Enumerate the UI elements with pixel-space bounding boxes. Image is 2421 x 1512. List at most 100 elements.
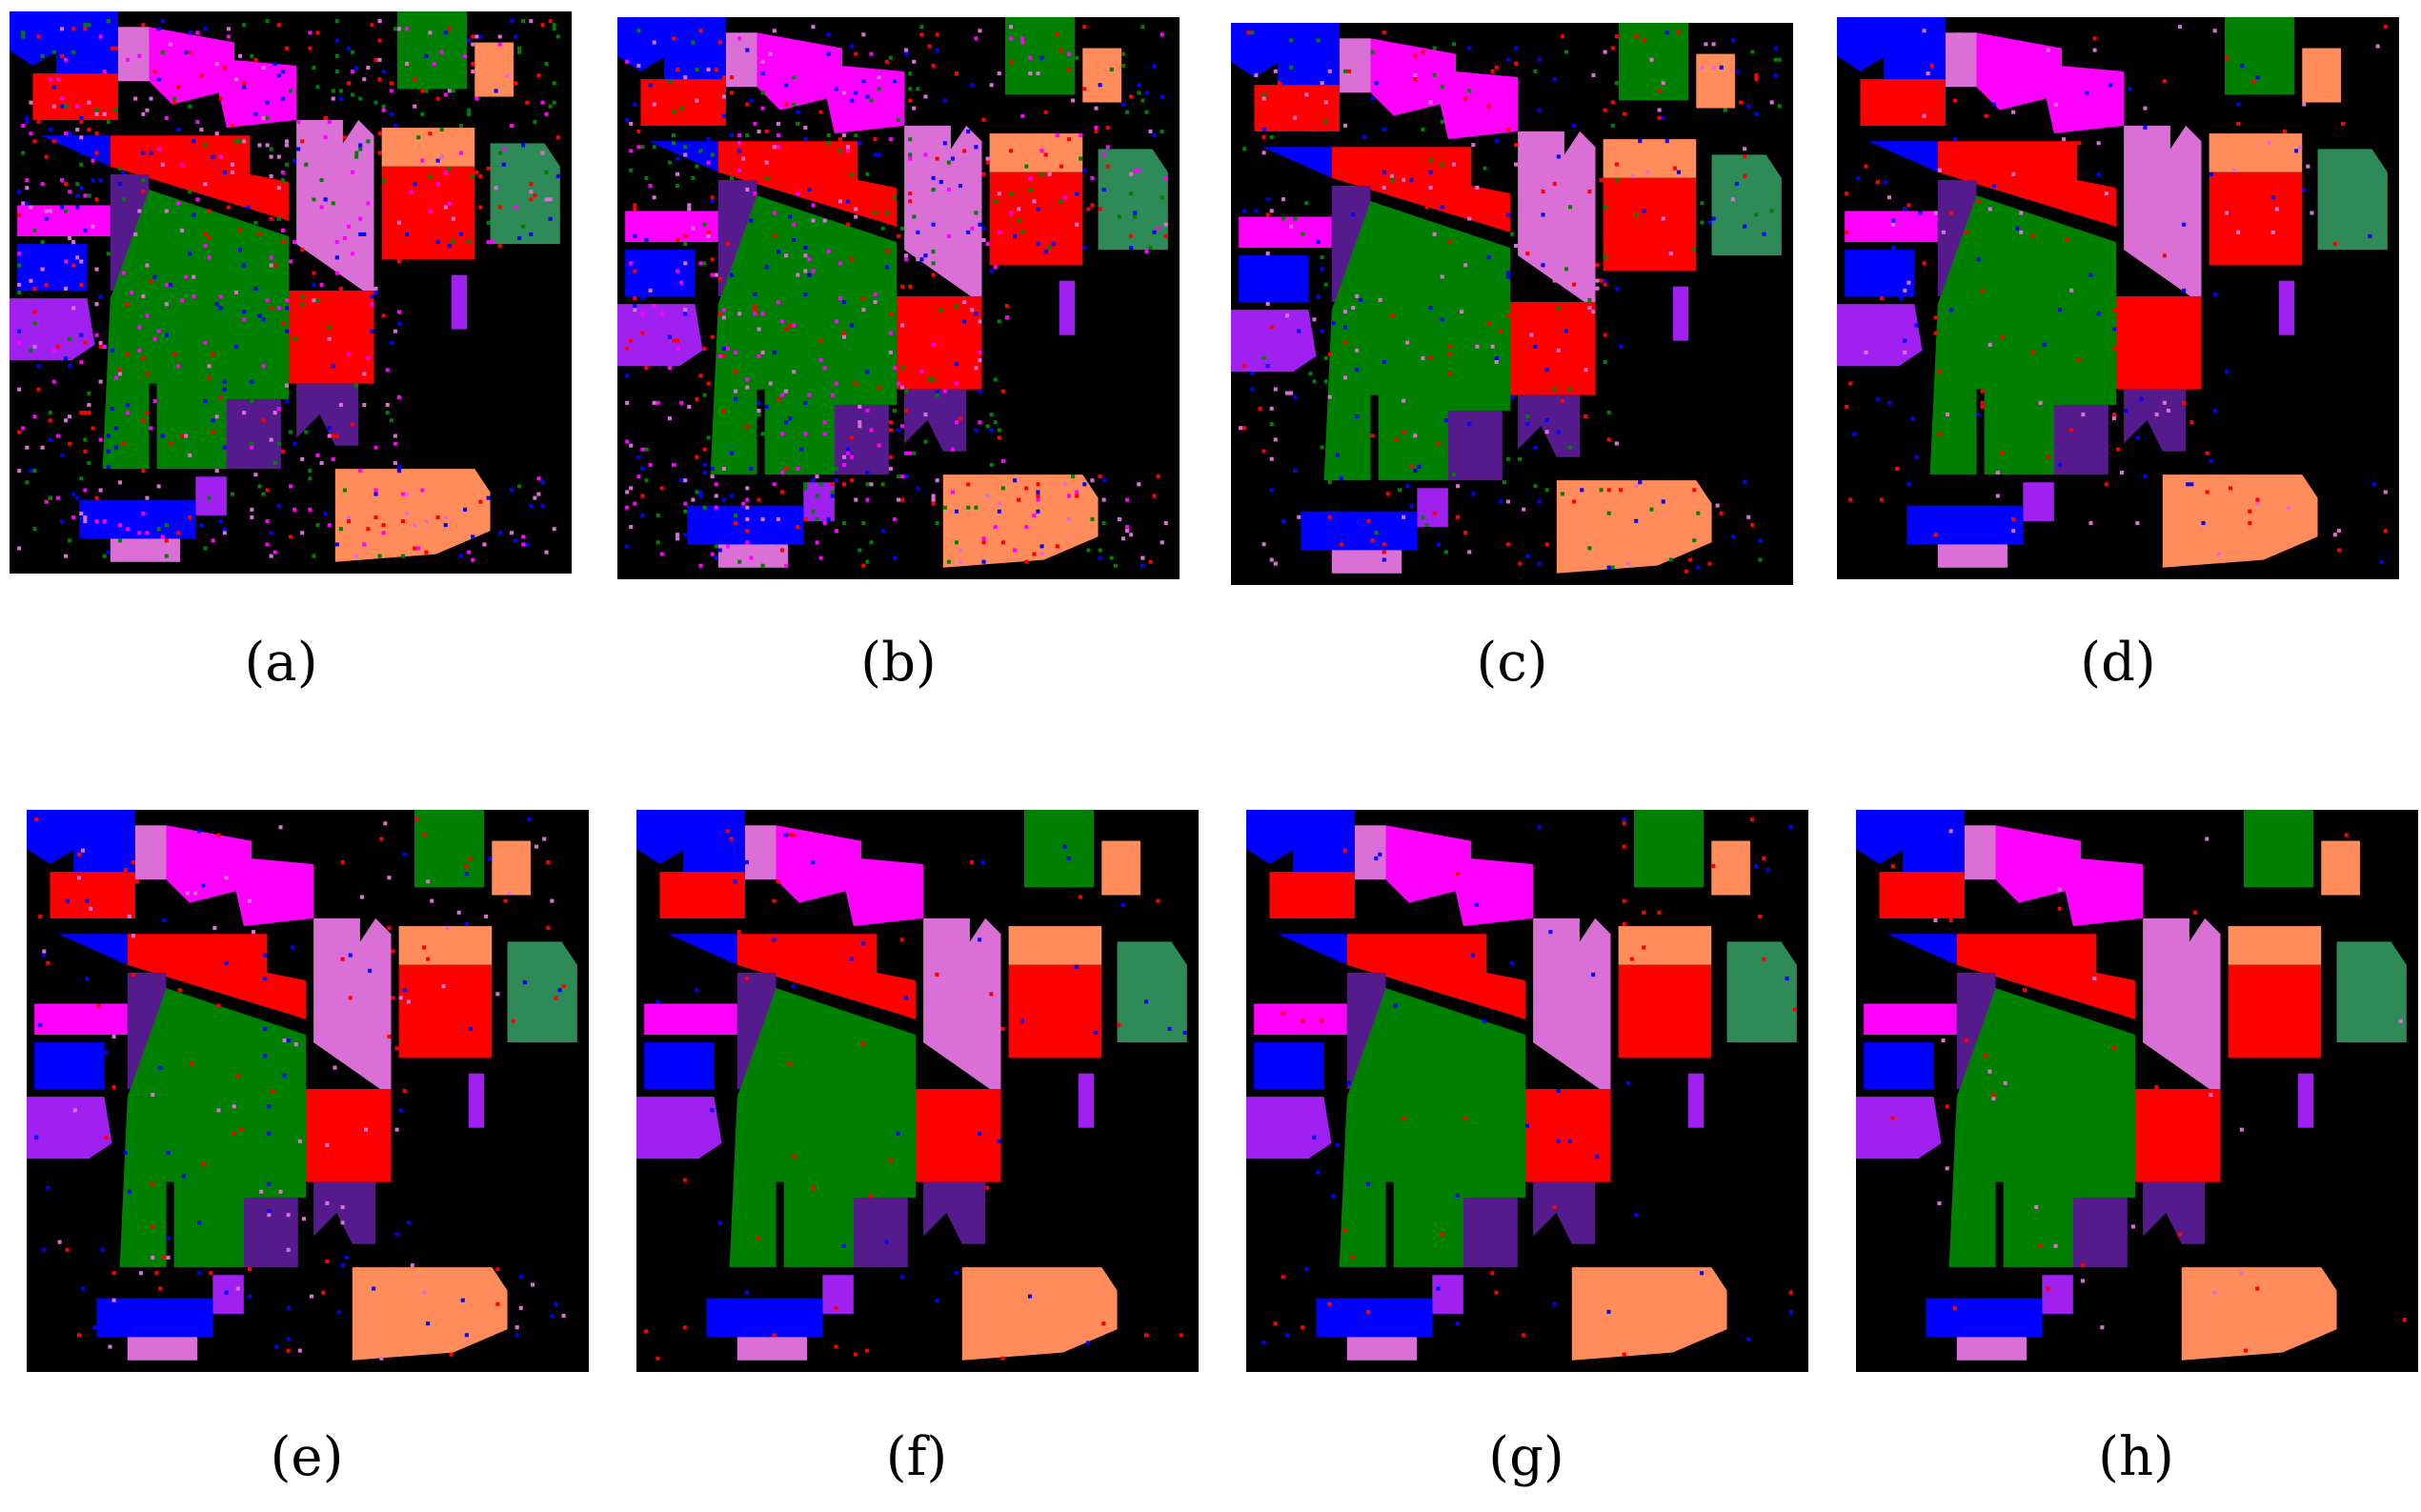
misclassified-pixel [1440, 119, 1444, 124]
misclassified-pixel [830, 482, 835, 487]
misclassified-pixel [358, 147, 363, 151]
misclassified-pixel [1668, 557, 1673, 562]
misclassified-pixel [1933, 211, 1938, 215]
misclassified-pixel [916, 257, 920, 262]
misclassified-pixel [955, 362, 959, 367]
misclassified-pixel [117, 480, 122, 485]
misclassified-pixel [629, 261, 634, 266]
misclassified-pixel [203, 398, 208, 403]
field-magenta [757, 32, 842, 111]
misclassified-pixel [94, 108, 99, 112]
misclassified-pixel [149, 151, 153, 155]
misclassified-pixel [525, 100, 530, 105]
misclassified-pixel [347, 519, 352, 524]
misclassified-pixel [683, 242, 688, 247]
misclassified-pixel [1560, 398, 1564, 403]
misclassified-pixel [234, 294, 239, 299]
misclassified-pixel [443, 523, 448, 528]
misclassified-pixel [834, 87, 838, 91]
misclassified-pixel [286, 1247, 291, 1252]
misclassified-pixel [1385, 492, 1390, 496]
misclassified-pixel [1711, 216, 1716, 221]
misclassified-pixel [529, 19, 534, 24]
misclassified-pixel [629, 121, 634, 126]
misclassified-pixel [737, 435, 742, 440]
misclassified-pixel [222, 531, 227, 535]
misclassified-pixel [253, 111, 258, 116]
misclassified-pixel [2239, 1127, 2244, 1132]
misclassified-pixel [1182, 1030, 1187, 1035]
misclassified-pixel [1518, 561, 1523, 566]
misclassified-pixel [1413, 72, 1418, 77]
misclassified-pixel [659, 552, 664, 556]
misclassified-pixel [676, 67, 680, 71]
misclassified-pixel [400, 554, 406, 558]
field-dark-purple [243, 1197, 298, 1268]
field-orchid [1964, 825, 1996, 880]
misclassified-pixel [1463, 531, 1468, 535]
field-violet [1837, 304, 1923, 367]
misclassified-pixel [1490, 1271, 1495, 1276]
misclassified-pixel [783, 467, 789, 472]
misclassified-pixel [87, 128, 91, 132]
misclassified-pixel [145, 302, 150, 307]
misclassified-pixel [2038, 1243, 2043, 1248]
misclassified-pixel [671, 110, 676, 114]
misclassified-pixel [706, 1065, 711, 1070]
misclassified-pixel [1362, 531, 1367, 535]
misclassified-pixel [873, 300, 878, 305]
misclassified-pixel [1343, 69, 1348, 73]
misclassified-pixel [1514, 143, 1519, 148]
misclassified-pixel [997, 230, 1001, 234]
misclassified-pixel [29, 469, 33, 474]
misclassified-pixel [517, 236, 522, 241]
misclassified-pixel [59, 205, 64, 210]
misclassified-pixel [792, 102, 797, 107]
misclassified-pixel [1746, 104, 1751, 109]
misclassified-pixel [340, 1263, 345, 1268]
misclassified-pixel [1036, 497, 1040, 502]
misclassified-pixel [25, 115, 30, 120]
misclassified-pixel [2088, 520, 2093, 526]
misclassified-pixel [443, 514, 448, 520]
misclassified-pixel [354, 554, 359, 558]
misclassified-pixel [478, 34, 483, 39]
misclassified-pixel [308, 46, 313, 50]
misclassified-pixel [966, 505, 971, 510]
misclassified-pixel [648, 462, 653, 467]
misclassified-pixel [265, 100, 270, 105]
misclassified-pixel [1903, 207, 1907, 212]
misclassified-pixel [447, 27, 452, 31]
misclassified-pixel [1603, 50, 1607, 54]
misclassified-pixel [1382, 127, 1386, 131]
misclassified-pixel [1028, 55, 1033, 60]
misclassified-pixel [710, 334, 715, 339]
misclassified-pixel [1664, 139, 1669, 144]
misclassified-pixel [745, 133, 750, 138]
misclassified-pixel [779, 408, 784, 413]
misclassified-pixel [1129, 192, 1134, 196]
misclassified-pixel [351, 151, 355, 155]
misclassified-pixel [271, 1088, 275, 1094]
misclassified-pixel [239, 1127, 244, 1132]
misclassified-pixel [1895, 467, 1900, 472]
misclassified-pixel [989, 413, 994, 417]
misclassified-pixel [2379, 559, 2384, 564]
misclassified-pixel [509, 19, 514, 24]
misclassified-pixel [725, 346, 730, 351]
misclassified-pixel [521, 534, 526, 539]
misclassified-pixel [1242, 209, 1247, 213]
misclassified-pixel [768, 51, 773, 56]
field-magenta [1995, 825, 2081, 903]
misclassified-pixel [985, 242, 990, 247]
misclassified-pixel [1323, 100, 1328, 105]
misclassified-pixel [850, 454, 855, 459]
misclassified-pixel [1567, 1139, 1572, 1143]
misclassified-pixel [1094, 125, 1099, 130]
misclassified-pixel [625, 400, 630, 405]
misclassified-pixel [79, 411, 84, 415]
misclassified-pixel [180, 298, 185, 303]
misclassified-pixel [997, 509, 1001, 514]
misclassified-pixel [826, 280, 831, 285]
misclassified-pixel [2162, 253, 2167, 258]
